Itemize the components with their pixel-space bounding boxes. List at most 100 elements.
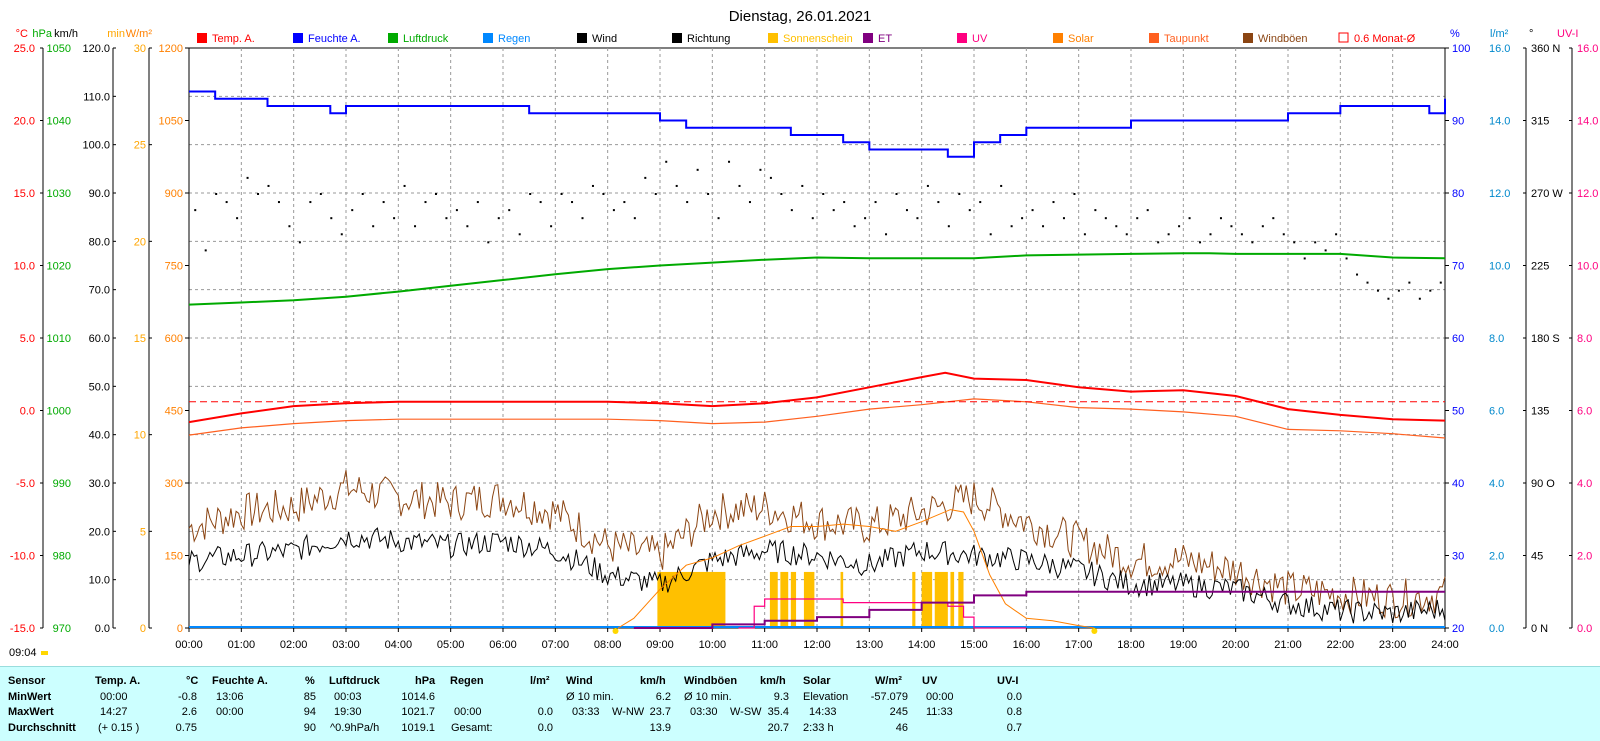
uv-max-time: 11:33 [926,706,953,718]
axis-tick-pressure: 1000 [47,406,71,418]
wind-max-dir: W-NW [612,706,645,718]
direction-point [665,160,668,163]
temp-min-time: 00:00 [100,691,128,703]
direction-point [361,193,364,195]
axis-tick-sun_minutes: 20 [134,236,146,248]
axis-tick-uv: 10.0 [1577,261,1598,273]
direction-point [1356,273,1359,276]
pressure-unit: hPa [415,675,436,687]
axis-tick-wind: 0.0 [95,623,110,635]
time-tick: 00:00 [175,639,203,651]
wind-avg10: 6.2 [655,691,671,703]
direction-point [675,184,678,187]
axis-tick-sun_minutes: 30 [134,43,146,55]
legend-label: Richtung [687,33,730,45]
direction-point [989,233,992,236]
direction-point [581,217,584,220]
axis-tick-rain: 12.0 [1489,188,1510,200]
axis-tick-temp: 5.0 [20,333,35,345]
pressure-avg-note: ^0.9hPa/h [330,722,380,734]
axis-tick-direction: 135 [1531,406,1549,418]
series-gusts [188,470,1446,619]
pressure-header: Luftdruck [329,675,380,687]
axis-tick-sun_minutes: 0 [140,623,146,635]
sunrise-icon [612,628,619,634]
axis-unit-uv: UV-I [1557,28,1578,40]
uv-unit: UV-I [997,675,1019,687]
direction-point [257,193,260,195]
rain-header: Regen [450,675,484,687]
time-tick: 20:00 [1222,639,1250,651]
axis-tick-rain: 16.0 [1489,43,1510,55]
direction-point [476,201,479,204]
direction-point [319,193,322,195]
direction-point [602,193,605,195]
temp-avg-note: (+ 0.15 ) [98,722,140,734]
direction-point [434,193,437,195]
axis-tick-pressure: 970 [53,623,71,635]
sunshine-bar [840,571,844,628]
axis-tick-rain: 14.0 [1489,116,1510,128]
axis-tick-humidity: 90 [1452,116,1464,128]
axis-tick-solar: 1200 [159,43,183,55]
solar-header: Solar [803,675,831,687]
time-tick: 24:00 [1431,639,1459,651]
solar-unit: W/m² [875,675,902,687]
legend-label: Regen [498,33,530,45]
uv-avg: 0.7 [1006,722,1022,734]
axis-tick-sun_minutes: 25 [134,140,146,152]
time-tick: 03:00 [332,639,360,651]
direction-point [654,193,657,195]
time-tick: 05:00 [437,639,465,651]
gust-max: 35.4 [767,706,789,718]
direction-point [1115,225,1118,228]
rain-total-label: Gesamt: [451,722,493,734]
axis-tick-sun_minutes: 15 [134,333,146,345]
direction-point [1408,281,1411,284]
direction-point [1293,241,1296,244]
legend-swatch [293,33,303,43]
axis-unit-sun_minutes: min [107,28,125,40]
direction-point [1272,217,1275,220]
row-label-avg: Durchschnitt [8,722,76,734]
direction-point [1324,249,1327,252]
direction-point [215,193,218,195]
direction-point [225,201,228,204]
rain-max-time: 00:00 [454,706,482,718]
direction-point [633,217,636,220]
direction-point [1178,225,1181,228]
temp-max-time: 14:27 [100,706,128,718]
legend-swatch [957,33,967,43]
direction-point [372,225,375,228]
direction-point [1104,217,1107,220]
axis-tick-pressure: 990 [53,478,71,490]
axis-unit-wind: km/h [54,28,78,40]
direction-point [455,209,458,212]
row-label-min: MinWert [8,691,52,703]
gust-avg10-label: Ø 10 min. [684,691,732,703]
direction-point [947,225,950,228]
axis-tick-temp: -5.0 [16,478,35,490]
axis-tick-rain: 0.0 [1489,623,1504,635]
direction-point [1240,233,1243,236]
gust-unit: km/h [760,675,786,687]
axis-tick-rain: 4.0 [1489,478,1504,490]
pressure-max: 1021.7 [401,706,435,718]
legend-item-8: UV [957,33,988,45]
wind-avg: 13.9 [649,722,671,734]
axis-tick-wind: 50.0 [89,381,110,393]
direction-point [1125,233,1128,236]
direction-point [288,225,291,228]
time-tick: 01:00 [228,639,256,651]
direction-point [926,184,929,187]
direction-point [1188,217,1191,220]
axis-tick-humidity: 70 [1452,261,1464,273]
axis-unit-solar: W/m² [126,28,153,40]
row-label-sensor: Sensor [8,675,46,687]
sunshine-bar [958,571,964,628]
direction-point [1199,241,1202,244]
direction-point [1146,209,1149,212]
time-tick: 11:00 [751,639,778,651]
rain-total: 0.0 [537,722,553,734]
direction-point [696,168,699,171]
